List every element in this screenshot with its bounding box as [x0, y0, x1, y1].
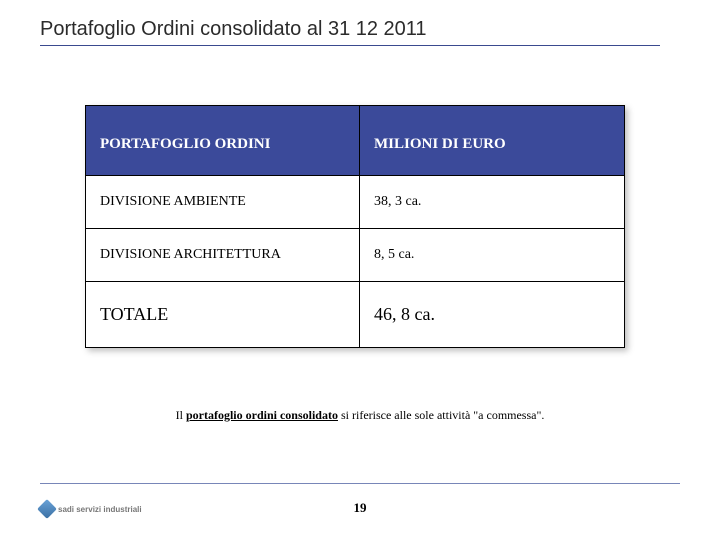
table-row: DIVISIONE ARCHITETTURA 8, 5 ca. — [86, 229, 624, 282]
row-value: 8, 5 ca. — [360, 229, 624, 281]
footnote: Il portafoglio ordini consolidato si rif… — [0, 408, 720, 423]
table-header-row: PORTAFOGLIO ORDINI MILIONI DI EURO — [86, 106, 624, 176]
footnote-suffix: si riferisce alle sole attività "a comme… — [338, 408, 544, 422]
table-row: DIVISIONE AMBIENTE 38, 3 ca. — [86, 176, 624, 229]
orders-table: PORTAFOGLIO ORDINI MILIONI DI EURO DIVIS… — [85, 105, 625, 348]
total-value: 46, 8 ca. — [360, 282, 624, 347]
row-value: 38, 3 ca. — [360, 176, 624, 228]
footnote-underlined: portafoglio ordini consolidato — [186, 408, 338, 422]
row-label: DIVISIONE ARCHITETTURA — [86, 229, 360, 281]
slide-title: Portafoglio Ordini consolidato al 31 12 … — [40, 18, 660, 46]
footnote-prefix: Il — [176, 408, 186, 422]
row-label: DIVISIONE AMBIENTE — [86, 176, 360, 228]
table-total-row: TOTALE 46, 8 ca. — [86, 282, 624, 347]
page-number: 19 — [0, 500, 720, 516]
footer-divider — [40, 483, 680, 484]
total-label: TOTALE — [86, 282, 360, 347]
header-left: PORTAFOGLIO ORDINI — [86, 106, 360, 175]
header-right: MILIONI DI EURO — [360, 106, 624, 175]
